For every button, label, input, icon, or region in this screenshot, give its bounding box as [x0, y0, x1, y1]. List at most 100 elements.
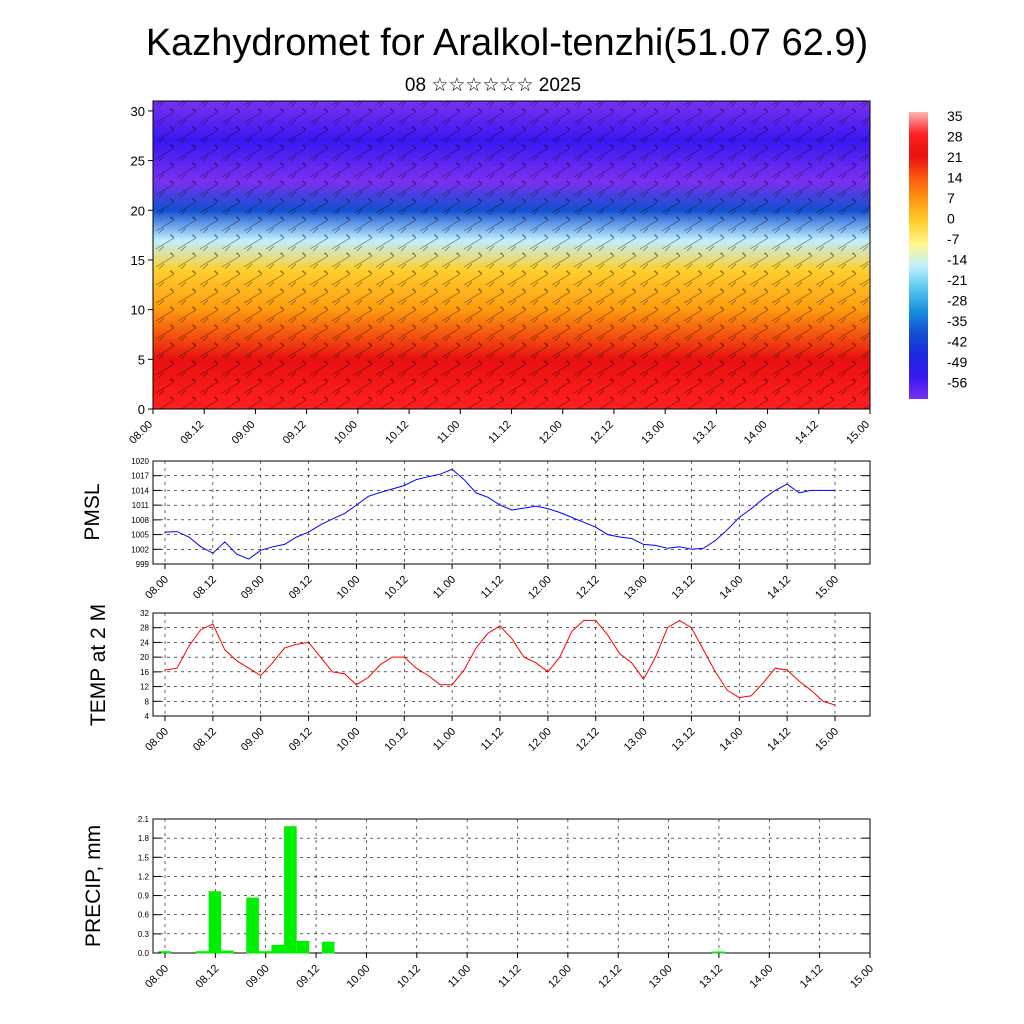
- y-tick-label: 12: [140, 683, 149, 692]
- x-tick-label: 15.00: [848, 963, 876, 991]
- colorbar-label: 14: [947, 170, 963, 186]
- temp-grid: [153, 612, 870, 717]
- x-tick-label: 08.00: [143, 963, 171, 991]
- pmsl-panel: 999 1002 1005 1008 1011 1014 1017 1020 08.00 08.1…: [81, 457, 871, 602]
- y-tick-label: 20: [131, 203, 145, 218]
- x-tick-label: 08.12: [178, 419, 206, 447]
- precip-bar: [321, 941, 335, 954]
- colorbar: 35 28 21 14 7 0 -7 -14 -21 -28 -35 -42 -49 -56: [909, 108, 967, 399]
- x-tick-label: 08.12: [191, 574, 219, 602]
- temp-panel: 4 8 12 16 20 24 28 32 08.00 08.12 09.00 09.12 10.00 1…: [87, 604, 871, 754]
- x-tick-label: 14.12: [765, 574, 793, 602]
- colorbar-label: -7: [947, 231, 960, 247]
- colorbar-label: -49: [947, 354, 967, 370]
- x-tick-label: 11.00: [431, 726, 458, 753]
- precip-bar: [284, 826, 297, 954]
- colorbar-label: -21: [947, 272, 967, 288]
- y-tick-label: 15: [131, 253, 145, 268]
- x-tick-label: 14.00: [717, 574, 745, 602]
- x-tick-label: 13.00: [647, 963, 675, 991]
- y-tick-label: 5: [138, 352, 145, 367]
- x-tick-label: 11.12: [496, 963, 523, 990]
- y-tick-label: 1011: [132, 501, 150, 510]
- pmsl-series-line: [164, 468, 835, 560]
- x-tick-label: 12.00: [537, 419, 565, 447]
- colorbar-label: -42: [947, 334, 967, 350]
- y-tick-label: 28: [140, 624, 149, 633]
- colorbar-label: 28: [947, 129, 963, 145]
- x-tick-label: 12.12: [574, 574, 602, 602]
- colorbar-label: -35: [947, 313, 967, 329]
- x-tick-label: 13.12: [691, 419, 719, 447]
- y-tick-label: 1005: [131, 531, 149, 540]
- x-tick-label: 12.00: [526, 726, 554, 754]
- precip-bar: [208, 891, 222, 954]
- y-tick-label: 4: [145, 712, 150, 721]
- x-tick-label: 10.12: [395, 963, 423, 991]
- colorbar-label: -28: [947, 293, 967, 309]
- x-tick-label: 10.00: [335, 726, 363, 754]
- x-tick-label: 14.00: [742, 419, 770, 447]
- y-tick-label: 0.0: [138, 949, 150, 958]
- x-tick-label: 12.00: [526, 574, 554, 602]
- x-tick-label: 09.12: [287, 726, 315, 754]
- x-tick-label: 12.00: [546, 963, 574, 991]
- pmsl-grid: [153, 460, 870, 565]
- x-tick-label: 08.12: [191, 726, 219, 754]
- x-tick-label: 08.00: [127, 419, 155, 447]
- x-tick-label: 08.00: [143, 574, 171, 602]
- y-tick-label: 1020: [131, 457, 149, 466]
- y-tick-label: 1014: [131, 486, 149, 495]
- y-tick-label: 0.3: [138, 930, 150, 939]
- precip-bar: [712, 951, 725, 954]
- x-tick-label: 09.00: [239, 574, 267, 602]
- x-tick-label: 15.00: [844, 419, 872, 447]
- page-title: Kazhydromet for Aralkol-tenzhi(51.07 62.…: [146, 22, 868, 64]
- x-tick-label: 09.12: [287, 574, 315, 602]
- temp-ylabel: TEMP at 2 M: [87, 604, 110, 726]
- cross-section-x-axis: 08.00 08.12 09.00 09.12 10.00 10.12 11.00 11.12…: [127, 409, 872, 447]
- precip-bar: [258, 951, 272, 954]
- y-tick-label: 8: [145, 697, 150, 706]
- precip-bar: [271, 944, 285, 954]
- x-tick-label: 14.12: [793, 419, 821, 447]
- y-tick-label: 25: [131, 154, 145, 169]
- colorbar-label: -14: [947, 252, 967, 268]
- x-tick-label: 13.00: [639, 419, 667, 447]
- precip-bar: [196, 951, 209, 954]
- x-tick-label: 14.00: [747, 963, 775, 991]
- x-tick-label: 10.12: [382, 726, 410, 754]
- x-tick-label: 11.12: [479, 574, 506, 601]
- colorbar-gradient: [909, 112, 928, 399]
- colorbar-label: 0: [947, 211, 955, 227]
- x-tick-label: 10.00: [332, 419, 360, 447]
- y-tick-label: 2.1: [138, 815, 150, 824]
- x-tick-label: 13.00: [622, 726, 650, 754]
- precip-bar: [246, 897, 259, 954]
- x-tick-label: 15.00: [813, 726, 841, 754]
- x-tick-label: 11.00: [435, 419, 462, 446]
- wind-barbs-overlay: [153, 101, 870, 409]
- temp-series-line: [164, 619, 836, 706]
- x-tick-label: 15.00: [813, 574, 841, 602]
- y-tick-label: 32: [140, 609, 149, 618]
- x-tick-label: 11.12: [486, 419, 513, 446]
- x-tick-label: 13.12: [670, 726, 698, 754]
- x-tick-label: 09.12: [294, 963, 322, 991]
- x-tick-label: 10.00: [345, 963, 373, 991]
- y-tick-label: 1002: [131, 545, 149, 554]
- y-tick-label: 0.6: [138, 911, 150, 920]
- x-tick-label: 09.00: [244, 963, 272, 991]
- y-tick-label: 1017: [131, 472, 149, 481]
- x-tick-label: 09.00: [239, 726, 267, 754]
- pmsl-ylabel: PMSL: [81, 483, 104, 540]
- y-tick-label: 999: [136, 560, 150, 569]
- x-tick-label: 10.12: [383, 419, 411, 447]
- precip-bar: [221, 950, 234, 954]
- colorbar-label: 7: [947, 190, 955, 206]
- cross-section-panel: 0 5 10 15 20 25 30 08.00 08.12 09.00 09.12 10.00 10…: [127, 100, 872, 447]
- y-tick-label: 30: [131, 104, 145, 119]
- precip-bars: [158, 826, 725, 954]
- cross-section-y-axis: 0 5 10 15 20 25 30: [131, 104, 153, 417]
